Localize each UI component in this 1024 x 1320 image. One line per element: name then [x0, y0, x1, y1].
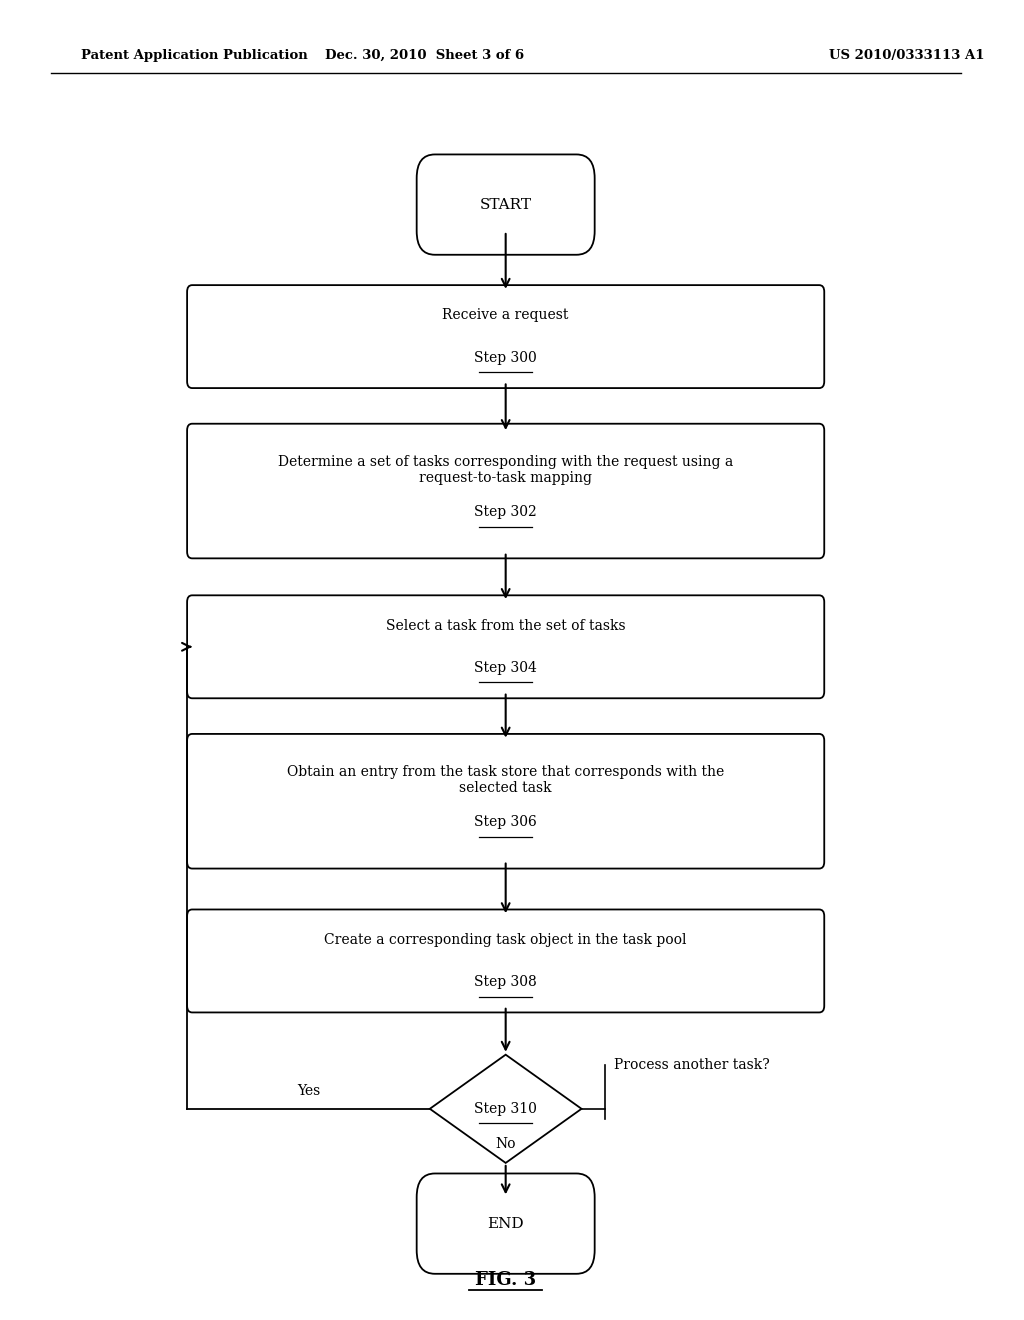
Text: Process another task?: Process another task?: [614, 1059, 770, 1072]
FancyBboxPatch shape: [417, 154, 595, 255]
Text: END: END: [487, 1217, 524, 1230]
Text: FIG. 3: FIG. 3: [475, 1271, 537, 1290]
Text: Create a corresponding task object in the task pool: Create a corresponding task object in th…: [325, 933, 687, 946]
Text: Step 300: Step 300: [474, 351, 537, 364]
Text: Patent Application Publication: Patent Application Publication: [81, 49, 307, 62]
Text: No: No: [496, 1138, 516, 1151]
Text: Yes: Yes: [297, 1084, 321, 1098]
FancyBboxPatch shape: [187, 595, 824, 698]
Text: Select a task from the set of tasks: Select a task from the set of tasks: [386, 619, 626, 632]
Text: Step 304: Step 304: [474, 661, 538, 675]
FancyBboxPatch shape: [417, 1173, 595, 1274]
Text: Obtain an entry from the task store that corresponds with the
selected task: Obtain an entry from the task store that…: [287, 766, 724, 795]
FancyBboxPatch shape: [187, 909, 824, 1012]
Text: Determine a set of tasks corresponding with the request using a
request-to-task : Determine a set of tasks corresponding w…: [279, 455, 733, 484]
Text: Receive a request: Receive a request: [442, 309, 569, 322]
Polygon shape: [430, 1055, 582, 1163]
Text: Step 306: Step 306: [474, 816, 537, 829]
Text: START: START: [479, 198, 531, 211]
Text: US 2010/0333113 A1: US 2010/0333113 A1: [829, 49, 985, 62]
Text: Step 310: Step 310: [474, 1102, 538, 1115]
FancyBboxPatch shape: [187, 734, 824, 869]
Text: Step 302: Step 302: [474, 506, 537, 519]
FancyBboxPatch shape: [187, 424, 824, 558]
FancyBboxPatch shape: [187, 285, 824, 388]
Text: Dec. 30, 2010  Sheet 3 of 6: Dec. 30, 2010 Sheet 3 of 6: [326, 49, 524, 62]
Text: Step 308: Step 308: [474, 975, 537, 989]
